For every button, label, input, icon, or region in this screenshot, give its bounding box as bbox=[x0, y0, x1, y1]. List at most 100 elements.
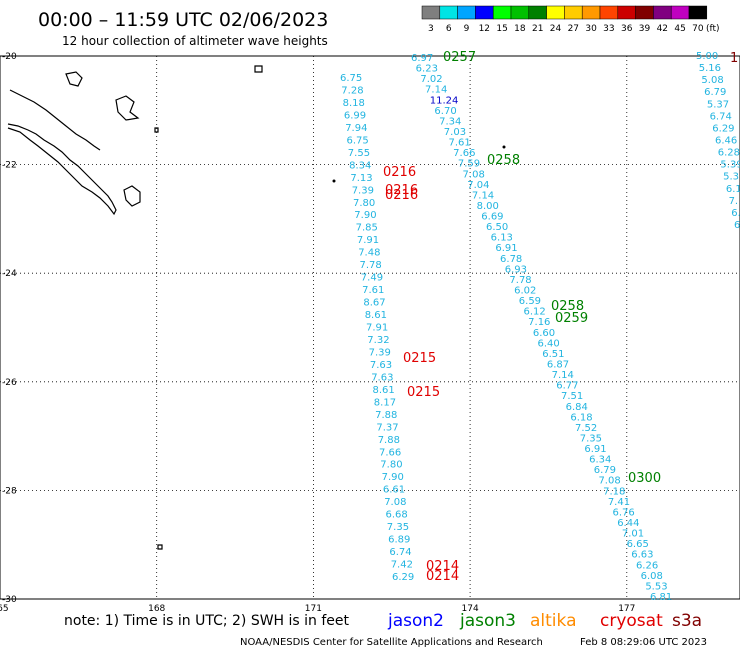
legend-jason3: jason3 bbox=[459, 611, 516, 631]
colorbar-swatch bbox=[564, 5, 583, 20]
wave-height-value: 7.90 bbox=[354, 210, 376, 221]
longitude-label: 177 bbox=[618, 604, 635, 614]
colorbar-tick: 30 bbox=[585, 24, 597, 34]
wave-height-value: 6.29 bbox=[712, 123, 734, 134]
wave-height-value: 6.68 bbox=[386, 510, 408, 521]
time-labels: 0257025802580259030002160216021602150215… bbox=[383, 50, 738, 584]
wave-height-value: 7.32 bbox=[367, 335, 389, 346]
wave-height-value: 7.42 bbox=[391, 560, 413, 571]
wave-height-value: 7.02 bbox=[420, 74, 442, 85]
wave-height-value: 7.14 bbox=[472, 190, 494, 201]
wave-height-value: 7.34 bbox=[439, 116, 461, 127]
pass-time-label: 1 bbox=[730, 51, 738, 66]
colorbar-swatch bbox=[528, 5, 547, 20]
colorbar-swatch bbox=[492, 5, 512, 20]
pass-time-label: 0259 bbox=[555, 311, 588, 326]
wave-height-value: 8.18 bbox=[343, 98, 365, 109]
wave-height-value: 7.08 bbox=[598, 476, 620, 487]
colorbar-tick: 27 bbox=[568, 24, 579, 34]
wave-height-value: 6.87 bbox=[547, 359, 569, 370]
satellite-legend: jason2 jason3 altika cryosat s3a bbox=[387, 611, 702, 631]
wave-height-value: 6.89 bbox=[388, 535, 410, 546]
wave-height-value: 7.39 bbox=[369, 347, 391, 358]
wave-height-value: 5.08 bbox=[701, 75, 723, 86]
colorbar-tick: 12 bbox=[479, 24, 490, 34]
legend-cryosat: cryosat bbox=[600, 611, 663, 631]
colorbar-swatch bbox=[599, 5, 619, 20]
longitude-label: 168 bbox=[148, 604, 165, 614]
wave-height-value: 5.16 bbox=[699, 63, 721, 74]
legend-jason2: jason2 bbox=[387, 611, 444, 631]
wave-height-value: 7.66 bbox=[453, 148, 475, 159]
wave-height-value: 7.61 bbox=[362, 285, 384, 296]
wave-height-value: 6.59 bbox=[519, 296, 541, 307]
colorbar-tick: 42 bbox=[657, 24, 668, 34]
wave-height-value: 6.79 bbox=[594, 465, 616, 476]
wave-height-tracks: 6.757.288.186.997.946.757.558.347.137.39… bbox=[340, 51, 740, 603]
wave-height-value: 7.16 bbox=[528, 317, 550, 328]
map-frame bbox=[0, 55, 740, 600]
colorbar-tick: 45 bbox=[674, 24, 685, 34]
colorbar-tick: 24 bbox=[550, 24, 562, 34]
wave-height-value: 7.80 bbox=[353, 198, 375, 209]
colorbar-unit: (ft) bbox=[706, 24, 720, 34]
legend-s3a: s3a bbox=[672, 611, 702, 631]
colorbar-swatch bbox=[421, 5, 441, 20]
wave-height-value: 5.39 bbox=[720, 160, 740, 171]
wave-height-value: 7.78 bbox=[509, 275, 531, 286]
wave-height-value: 7.66 bbox=[379, 447, 401, 458]
colorbar-tick: 21 bbox=[532, 24, 543, 34]
wave-height-value: 6.74 bbox=[710, 111, 732, 122]
wave-height-value: 6.65 bbox=[627, 539, 649, 550]
colorbar-swatch bbox=[688, 5, 708, 20]
pass-time-label: 0215 bbox=[403, 351, 436, 366]
colorbar-swatch bbox=[457, 5, 476, 20]
wave-height-value: 7.14 bbox=[425, 85, 447, 96]
wave-height-value: 6.75 bbox=[347, 135, 369, 146]
colorbar-tick: 6 bbox=[446, 24, 452, 34]
wave-height-value: 7.08 bbox=[384, 497, 406, 508]
wave-height-value: 6.34 bbox=[589, 455, 611, 466]
wave-height-value: 6.91 bbox=[584, 444, 606, 455]
wave-height-value: 6. bbox=[734, 220, 740, 231]
wave-height-value: 7.41 bbox=[608, 497, 630, 508]
colorbar-swatch bbox=[546, 5, 565, 20]
wave-height-value: 6.51 bbox=[542, 349, 564, 360]
wave-height-value: 6.50 bbox=[486, 222, 508, 233]
footer-credit: NOAA/NESDIS Center for Satellite Applica… bbox=[240, 637, 543, 648]
latitude-label: -26 bbox=[2, 378, 17, 388]
wave-height-value: 8.00 bbox=[477, 201, 499, 212]
wave-height-value: 7.52 bbox=[575, 423, 597, 434]
pass-time-label: 0300 bbox=[628, 471, 661, 486]
map-title: 00:00 – 11:59 UTC 02/06/2023 bbox=[38, 9, 328, 31]
wave-height-value: 7.91 bbox=[357, 235, 379, 246]
latitude-label: -20 bbox=[2, 52, 17, 62]
wave-height-value: 6.63 bbox=[631, 550, 653, 561]
colorbar-tick: 36 bbox=[621, 24, 633, 34]
wave-height-value: 5.3 bbox=[723, 172, 739, 183]
pass-time-label: 0258 bbox=[487, 153, 520, 168]
wave-height-value: 6.97 bbox=[411, 53, 433, 64]
wave-height-value: 7.39 bbox=[352, 185, 374, 196]
wave-height-value: 6.77 bbox=[556, 381, 578, 392]
pass-time-label: 0258 bbox=[551, 299, 584, 314]
wave-height-value: 7.35 bbox=[387, 522, 409, 533]
wave-height-value: 6.26 bbox=[636, 560, 658, 571]
wave-height-value: 5.37 bbox=[707, 99, 729, 110]
wave-height-value: 7.59 bbox=[458, 159, 480, 170]
latitude-label: -28 bbox=[2, 486, 17, 496]
wave-height-value: 6.69 bbox=[481, 212, 503, 223]
wave-height-value: 6.79 bbox=[704, 87, 726, 98]
wave-height-value: 11.24 bbox=[430, 95, 459, 106]
longitude-label: 165 bbox=[0, 604, 9, 614]
wave-height-value: 6.13 bbox=[491, 233, 513, 244]
wave-height-value: 6.76 bbox=[613, 507, 635, 518]
pass-time-label: 0257 bbox=[443, 50, 476, 65]
wave-height-value: 7.61 bbox=[448, 138, 470, 149]
wave-height-value: 6.12 bbox=[523, 307, 545, 318]
latitude-label: -30 bbox=[2, 595, 17, 605]
wave-height-value: 6.61 bbox=[383, 485, 405, 496]
wave-height-value: 7.35 bbox=[580, 433, 602, 444]
wave-height-value: 7.49 bbox=[361, 273, 383, 284]
